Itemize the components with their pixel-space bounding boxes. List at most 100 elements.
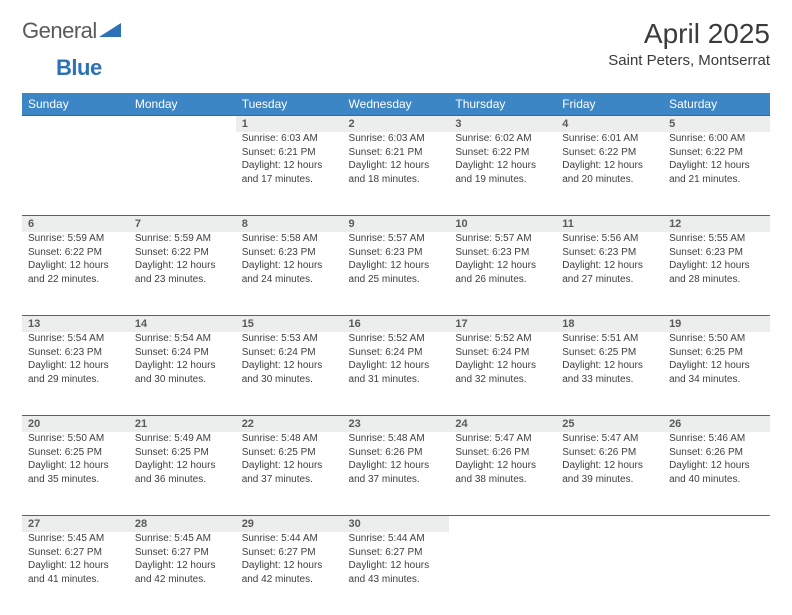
day-cell: [449, 532, 556, 615]
sunset-line: Sunset: 6:21 PM: [242, 146, 337, 160]
sunset-line: Sunset: 6:25 PM: [562, 346, 657, 360]
day-cell: Sunrise: 5:48 AMSunset: 6:26 PMDaylight:…: [343, 432, 450, 515]
sunset-line: Sunset: 6:22 PM: [28, 246, 123, 260]
title-block: April 2025 Saint Peters, Montserrat: [608, 18, 770, 69]
daylight-line: Daylight: 12 hours and 19 minutes.: [455, 159, 550, 186]
sunset-line: Sunset: 6:22 PM: [562, 146, 657, 160]
sunrise-line: Sunrise: 5:46 AM: [669, 432, 764, 446]
week-row: Sunrise: 5:45 AMSunset: 6:27 PMDaylight:…: [22, 532, 770, 615]
sunset-line: Sunset: 6:26 PM: [562, 446, 657, 460]
daylight-line: Daylight: 12 hours and 43 minutes.: [349, 559, 444, 586]
daynum-row: 13141516171819: [22, 315, 770, 332]
weekday-header: Tuesday: [236, 93, 343, 115]
sunset-line: Sunset: 6:22 PM: [135, 246, 230, 260]
weekday-header: Monday: [129, 93, 236, 115]
day-number: 3: [449, 115, 556, 132]
day-number: 22: [236, 415, 343, 432]
daylight-line: Daylight: 12 hours and 29 minutes.: [28, 359, 123, 386]
day-number: 23: [343, 415, 450, 432]
sunrise-line: Sunrise: 6:03 AM: [242, 132, 337, 146]
day-number: 12: [663, 215, 770, 232]
day-number: 18: [556, 315, 663, 332]
sunrise-line: Sunrise: 5:58 AM: [242, 232, 337, 246]
sunrise-line: Sunrise: 5:44 AM: [242, 532, 337, 546]
day-cell: Sunrise: 6:03 AMSunset: 6:21 PMDaylight:…: [236, 132, 343, 215]
day-number: [663, 515, 770, 532]
week-row: Sunrise: 6:03 AMSunset: 6:21 PMDaylight:…: [22, 132, 770, 215]
day-cell: Sunrise: 5:54 AMSunset: 6:24 PMDaylight:…: [129, 332, 236, 415]
logo-text-gray: General: [22, 18, 97, 44]
daynum-row: 6789101112: [22, 215, 770, 232]
weekday-header: Thursday: [449, 93, 556, 115]
day-cell: Sunrise: 6:03 AMSunset: 6:21 PMDaylight:…: [343, 132, 450, 215]
sunset-line: Sunset: 6:27 PM: [242, 546, 337, 560]
daynum-row: 27282930: [22, 515, 770, 532]
day-cell: [129, 132, 236, 215]
weekday-header: Wednesday: [343, 93, 450, 115]
sunset-line: Sunset: 6:25 PM: [28, 446, 123, 460]
sunrise-line: Sunrise: 5:50 AM: [28, 432, 123, 446]
day-number: [129, 115, 236, 132]
sunrise-line: Sunrise: 6:03 AM: [349, 132, 444, 146]
daylight-line: Daylight: 12 hours and 24 minutes.: [242, 259, 337, 286]
daylight-line: Daylight: 12 hours and 37 minutes.: [242, 459, 337, 486]
triangle-icon: [99, 23, 121, 39]
sunset-line: Sunset: 6:23 PM: [669, 246, 764, 260]
sunrise-line: Sunrise: 5:59 AM: [135, 232, 230, 246]
sunrise-line: Sunrise: 6:00 AM: [669, 132, 764, 146]
sunrise-line: Sunrise: 5:47 AM: [562, 432, 657, 446]
sunset-line: Sunset: 6:22 PM: [669, 146, 764, 160]
day-number: 1: [236, 115, 343, 132]
daylight-line: Daylight: 12 hours and 18 minutes.: [349, 159, 444, 186]
sunset-line: Sunset: 6:27 PM: [28, 546, 123, 560]
day-cell: Sunrise: 6:02 AMSunset: 6:22 PMDaylight:…: [449, 132, 556, 215]
logo-text-blue: Blue: [56, 55, 102, 80]
daylight-line: Daylight: 12 hours and 39 minutes.: [562, 459, 657, 486]
day-cell: [663, 532, 770, 615]
calendar-table: Sunday Monday Tuesday Wednesday Thursday…: [22, 93, 770, 615]
day-number: 26: [663, 415, 770, 432]
sunrise-line: Sunrise: 5:55 AM: [669, 232, 764, 246]
sunset-line: Sunset: 6:24 PM: [349, 346, 444, 360]
logo: General: [22, 18, 121, 44]
sunrise-line: Sunrise: 5:54 AM: [135, 332, 230, 346]
sunset-line: Sunset: 6:22 PM: [455, 146, 550, 160]
day-number: 13: [22, 315, 129, 332]
day-number: 16: [343, 315, 450, 332]
day-number: 21: [129, 415, 236, 432]
sunset-line: Sunset: 6:24 PM: [135, 346, 230, 360]
daylight-line: Daylight: 12 hours and 26 minutes.: [455, 259, 550, 286]
daylight-line: Daylight: 12 hours and 17 minutes.: [242, 159, 337, 186]
sunset-line: Sunset: 6:21 PM: [349, 146, 444, 160]
sunset-line: Sunset: 6:27 PM: [349, 546, 444, 560]
sunrise-line: Sunrise: 5:45 AM: [28, 532, 123, 546]
sunrise-line: Sunrise: 6:02 AM: [455, 132, 550, 146]
day-cell: Sunrise: 5:45 AMSunset: 6:27 PMDaylight:…: [129, 532, 236, 615]
daynum-row: 20212223242526: [22, 415, 770, 432]
sunset-line: Sunset: 6:24 PM: [242, 346, 337, 360]
day-number: 24: [449, 415, 556, 432]
day-cell: Sunrise: 5:49 AMSunset: 6:25 PMDaylight:…: [129, 432, 236, 515]
day-cell: Sunrise: 5:44 AMSunset: 6:27 PMDaylight:…: [236, 532, 343, 615]
daylight-line: Daylight: 12 hours and 32 minutes.: [455, 359, 550, 386]
sunrise-line: Sunrise: 5:48 AM: [242, 432, 337, 446]
sunset-line: Sunset: 6:23 PM: [242, 246, 337, 260]
daylight-line: Daylight: 12 hours and 42 minutes.: [135, 559, 230, 586]
sunrise-line: Sunrise: 5:57 AM: [455, 232, 550, 246]
sunrise-line: Sunrise: 5:59 AM: [28, 232, 123, 246]
week-row: Sunrise: 5:59 AMSunset: 6:22 PMDaylight:…: [22, 232, 770, 315]
sunrise-line: Sunrise: 6:01 AM: [562, 132, 657, 146]
day-number: 8: [236, 215, 343, 232]
sunset-line: Sunset: 6:27 PM: [135, 546, 230, 560]
month-title: April 2025: [608, 18, 770, 50]
weekday-header: Sunday: [22, 93, 129, 115]
sunset-line: Sunset: 6:26 PM: [455, 446, 550, 460]
sunset-line: Sunset: 6:26 PM: [349, 446, 444, 460]
day-cell: Sunrise: 5:47 AMSunset: 6:26 PMDaylight:…: [556, 432, 663, 515]
day-number: 5: [663, 115, 770, 132]
sunset-line: Sunset: 6:24 PM: [455, 346, 550, 360]
day-number: 25: [556, 415, 663, 432]
day-cell: Sunrise: 5:57 AMSunset: 6:23 PMDaylight:…: [343, 232, 450, 315]
daylight-line: Daylight: 12 hours and 30 minutes.: [135, 359, 230, 386]
sunrise-line: Sunrise: 5:51 AM: [562, 332, 657, 346]
